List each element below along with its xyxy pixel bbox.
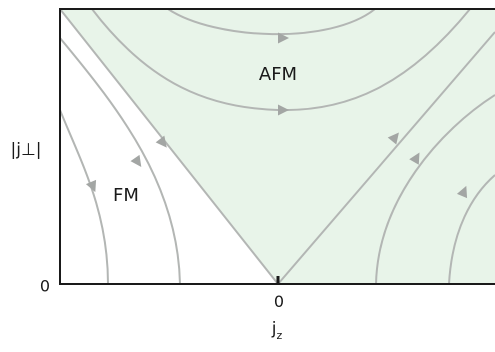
arrow-icon: [387, 132, 399, 145]
x-origin-tick-label: 0: [274, 292, 284, 311]
arrow-icon: [456, 185, 468, 199]
x-axis-label: jz: [271, 319, 283, 342]
afm-flow-line-4: [448, 174, 495, 284]
separatrix-left: [60, 9, 279, 284]
x-axis-label-sub: z: [276, 329, 282, 342]
arrow-icon: [85, 179, 97, 193]
y-origin-tick-label: 0: [40, 277, 50, 296]
fm-region-label: FM: [113, 185, 139, 206]
y-axis-label: |j⊥|: [11, 140, 42, 160]
afm-flow-line-3: [375, 94, 495, 284]
separatrix-right: [277, 31, 495, 284]
arrow-icon: [155, 135, 167, 148]
afm-flow-line-1: [167, 9, 376, 36]
fm-flow-line-1: [60, 37, 181, 284]
afm-region: [60, 9, 495, 284]
arrow-icon: [278, 104, 289, 116]
arrow-icon: [130, 154, 142, 168]
arrow-icon: [278, 32, 289, 44]
axes: [59, 8, 495, 285]
afm-region-label: AFM: [259, 64, 297, 85]
x-axis-label-main: j: [271, 319, 277, 339]
flow-arrows: [85, 32, 468, 199]
fm-flow-line-2: [60, 109, 109, 284]
arrow-icon: [409, 152, 420, 165]
